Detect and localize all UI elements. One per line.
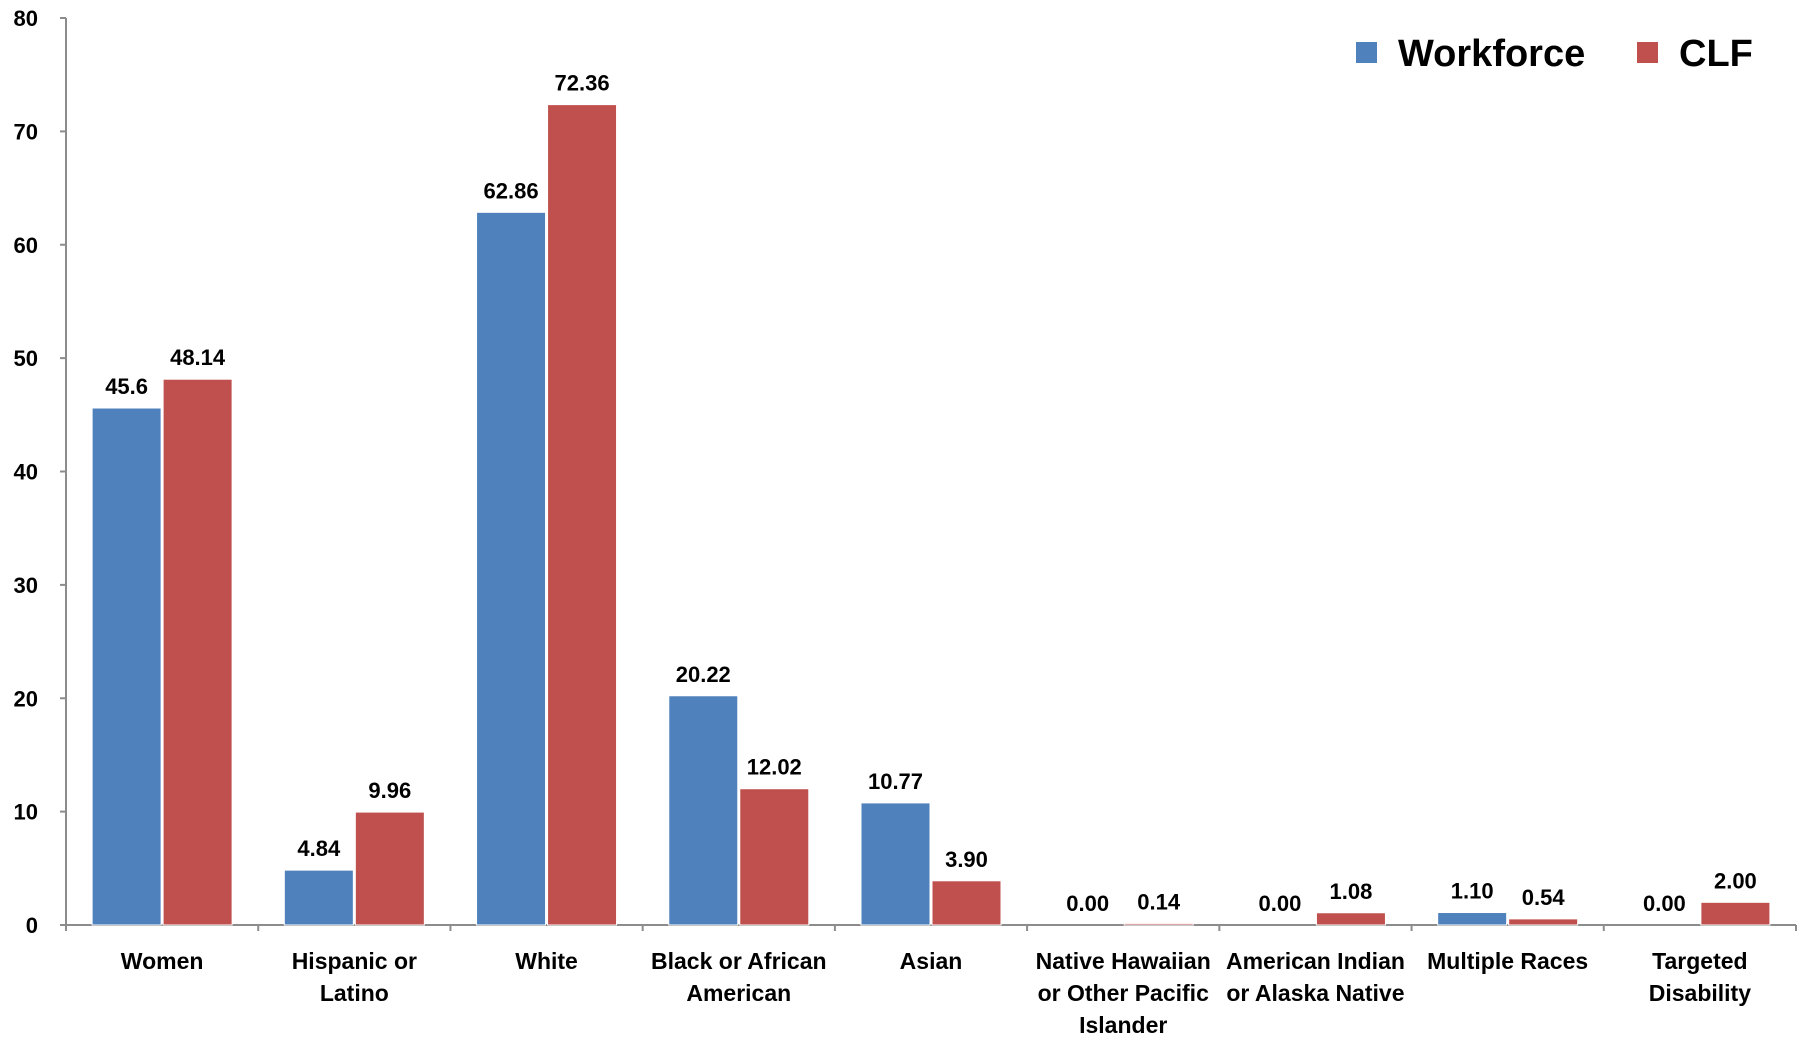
clf-bar: [1123, 922, 1194, 926]
x-category-label-line: American Indian: [1226, 948, 1405, 974]
value-labels: 45.6 4.84 62.86 20.22 10.77 0.00 0.00 1.10 0.00 4…: [105, 71, 1757, 916]
workforce-bar: [476, 211, 547, 926]
x-category-label-line: Multiple Races: [1427, 948, 1588, 974]
x-category-label-line: Asian: [900, 948, 963, 974]
x-category-label: Targeted Disability: [1649, 948, 1751, 1006]
clf-value-label: 72.36: [555, 71, 610, 96]
clf-value-label: 48.14: [170, 345, 226, 370]
x-category-label-line: Latino: [320, 980, 389, 1006]
x-category-label-line: Hispanic or: [292, 948, 417, 974]
x-category-label: Hispanic or Latino: [292, 948, 417, 1006]
x-category-label: Black or African American: [651, 948, 827, 1006]
y-tick-label: 0: [26, 913, 38, 938]
y-tick-label: 10: [14, 800, 38, 825]
clf-bar: [162, 378, 233, 926]
x-category-label-line: Black or African: [651, 948, 827, 974]
clf-bar: [547, 104, 618, 926]
y-tick-label: 20: [14, 686, 38, 711]
workforce-value-label: 0.00: [1259, 891, 1302, 916]
axes: [65, 18, 1797, 931]
clf-bar: [354, 811, 425, 926]
x-category-label: American Indian or Alaska Native: [1226, 948, 1405, 1006]
clf-bar: [739, 788, 810, 926]
workforce-bar: [860, 802, 931, 926]
category-labels: Women Hispanic or Latino White Black or Afri…: [121, 948, 1751, 1038]
clf-bar: [1315, 912, 1386, 926]
y-tick-label: 40: [14, 460, 38, 485]
clf-value-label: 3.90: [945, 847, 988, 872]
workforce-value-label: 0.00: [1066, 891, 1109, 916]
x-category-label-line: Women: [121, 948, 204, 974]
clf-value-label: 2.00: [1714, 868, 1757, 893]
x-category-label: Asian: [900, 948, 963, 974]
legend: Workforce CLF: [1356, 33, 1753, 75]
y-tick-label: 80: [14, 6, 38, 31]
clf-legend-swatch: [1637, 42, 1658, 63]
workforce-value-label: 10.77: [868, 769, 923, 794]
x-category-label-line: Islander: [1079, 1012, 1167, 1037]
workforce-value-label: 62.86: [484, 178, 539, 203]
clf-bar: [1508, 918, 1579, 926]
x-category-label-line: Targeted: [1652, 948, 1747, 974]
x-category-label-line: or Alaska Native: [1226, 980, 1404, 1006]
workforce-legend-swatch: [1356, 42, 1377, 63]
x-category-label: Multiple Races: [1427, 948, 1588, 974]
clf-value-label: 12.02: [747, 755, 802, 780]
x-category-label-line: White: [515, 948, 578, 974]
clf-bar: [931, 880, 1002, 926]
clf-value-label: 0.14: [1137, 889, 1181, 914]
workforce-bar: [283, 869, 354, 926]
x-category-label: Native Hawaiian or Other Pacific Islander: [1036, 948, 1211, 1037]
y-axis-ticks: 0 10 20 30 40 50 60 70 80: [14, 6, 66, 938]
workforce-bar: [668, 695, 739, 926]
workforce-value-label: 0.00: [1643, 891, 1686, 916]
clf-value-label: 0.54: [1522, 885, 1566, 910]
x-category-label-line: Disability: [1649, 980, 1751, 1006]
workforce-value-label: 4.84: [297, 836, 341, 861]
x-category-label-line: Native Hawaiian: [1036, 948, 1211, 974]
x-category-label-line: American: [686, 980, 791, 1006]
bars: [91, 104, 1771, 926]
y-tick-label: 50: [14, 346, 38, 371]
y-tick-label: 70: [14, 119, 38, 144]
y-tick-label: 60: [14, 233, 38, 258]
clf-value-label: 1.08: [1330, 879, 1373, 904]
x-category-label-line: or Other Pacific: [1038, 980, 1209, 1006]
workforce-bar: [91, 407, 162, 926]
workforce-value-label: 45.6: [105, 374, 148, 399]
y-tick-label: 30: [14, 573, 38, 598]
workforce-value-label: 20.22: [676, 662, 731, 687]
x-category-label: Women: [121, 948, 204, 974]
clf-value-label: 9.96: [368, 778, 411, 803]
clf-bar: [1700, 901, 1771, 926]
workforce-bar: [1437, 912, 1508, 926]
clf-legend-label: CLF: [1679, 33, 1753, 75]
x-category-label: White: [515, 948, 578, 974]
workforce-legend-label: Workforce: [1398, 33, 1585, 75]
workforce-value-label: 1.10: [1451, 879, 1494, 904]
